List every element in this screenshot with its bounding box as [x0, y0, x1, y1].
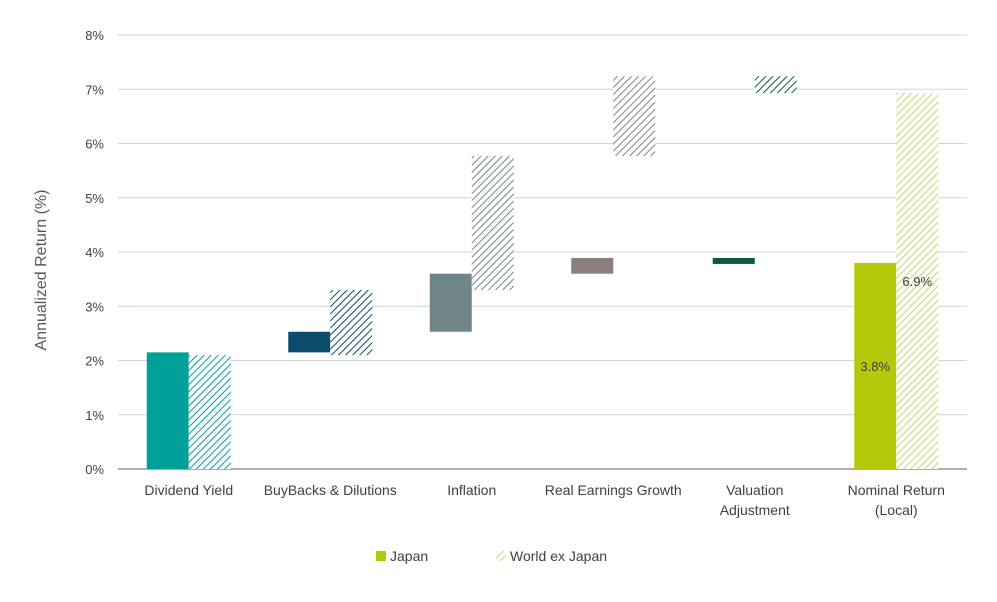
y-tick-label: 4% [85, 245, 104, 260]
bar-world-ex-japan [896, 93, 939, 470]
y-tick-label: 1% [85, 408, 104, 423]
bar-world-ex-japan [471, 155, 514, 290]
x-category-label: Valuation [726, 482, 783, 498]
y-tick-label: 0% [85, 462, 104, 477]
x-category-label: (Local) [875, 502, 918, 518]
bar-world-ex-japan [754, 76, 797, 94]
y-tick-label: 6% [85, 137, 104, 152]
y-tick-label: 2% [85, 354, 104, 369]
legend-label-japan: Japan [390, 548, 428, 564]
legend: Japan World ex Japan [376, 548, 607, 564]
gridlines [118, 34, 967, 470]
data-label-japan: 3.8% [860, 359, 890, 374]
bar-japan [854, 262, 897, 469]
bar-japan [288, 331, 331, 353]
legend-label-world-ex-japan: World ex Japan [510, 548, 607, 564]
x-category-label: Dividend Yield [144, 482, 233, 498]
y-tick-label: 5% [85, 191, 104, 206]
labels: 0% 1% 2% 3% 4% 5% 6% 7% 8% Annualized Return (%) D… [33, 28, 945, 518]
y-tick-label: 8% [85, 28, 104, 43]
legend-swatch-japan [376, 551, 386, 561]
x-category-label: BuyBacks & Dilutions [264, 482, 397, 498]
x-category-label: Real Earnings Growth [545, 482, 682, 498]
x-category-label: Inflation [447, 482, 496, 498]
bar-japan [712, 257, 755, 264]
bar-japan [429, 273, 472, 332]
bar-world-ex-japan [188, 355, 231, 469]
y-tick-label: 7% [85, 82, 104, 97]
x-category-label: Nominal Return [848, 482, 945, 498]
bar-world-ex-japan [613, 76, 656, 156]
bar-japan [571, 257, 614, 274]
data-label-world-ex-japan: 6.9% [902, 274, 932, 289]
legend-swatch-world-ex-japan [496, 551, 506, 561]
y-tick-label: 3% [85, 299, 104, 314]
bars [146, 76, 939, 470]
x-category-label: Adjustment [720, 502, 790, 518]
bar-japan [146, 352, 189, 469]
bar-world-ex-japan [330, 289, 373, 356]
y-axis-title: Annualized Return (%) [33, 190, 50, 351]
